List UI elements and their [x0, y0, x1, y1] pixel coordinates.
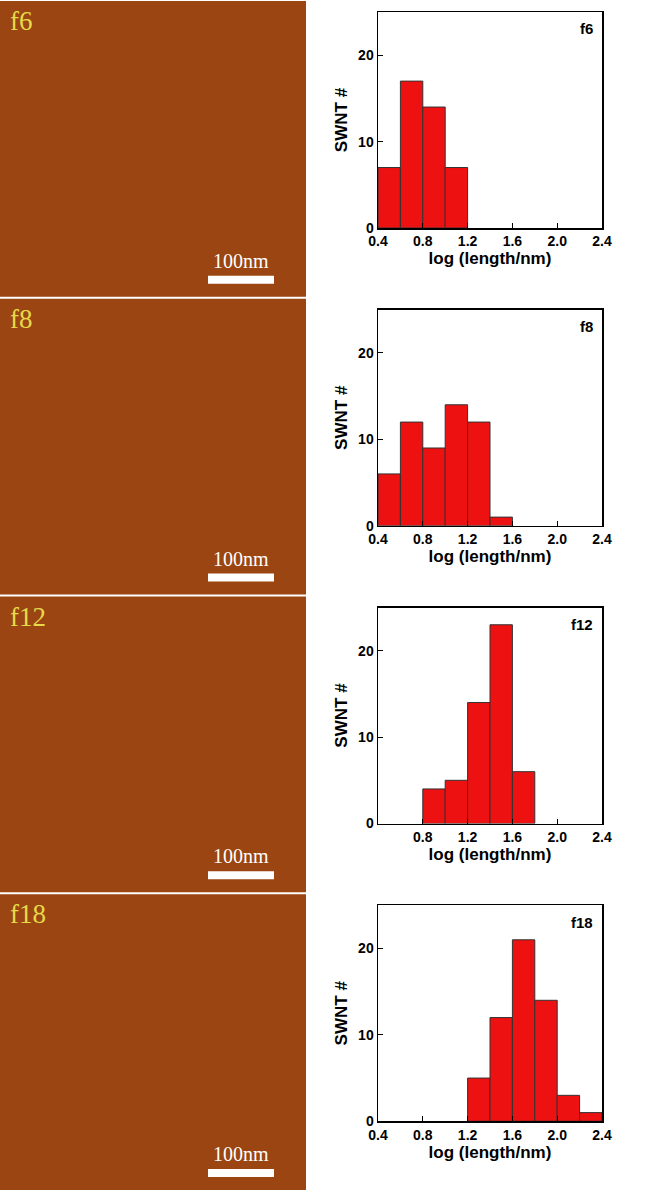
svg-text:0.4: 0.4 — [368, 1127, 388, 1143]
svg-text:SWNT #: SWNT # — [332, 385, 351, 450]
svg-text:20: 20 — [358, 643, 374, 659]
svg-text:2.0: 2.0 — [547, 1127, 567, 1143]
svg-text:10: 10 — [358, 431, 374, 447]
svg-text:100nm: 100nm — [213, 250, 269, 272]
svg-text:2.0: 2.0 — [547, 233, 567, 249]
svg-text:log (length/nm): log (length/nm) — [429, 1143, 552, 1162]
svg-text:f6: f6 — [10, 6, 33, 36]
svg-text:0: 0 — [366, 220, 374, 236]
svg-text:f18: f18 — [10, 899, 46, 929]
svg-text:SWNT #: SWNT # — [332, 683, 351, 748]
svg-text:0.8: 0.8 — [413, 1127, 433, 1143]
svg-text:f12: f12 — [10, 602, 46, 632]
svg-text:0.8: 0.8 — [413, 531, 433, 547]
svg-text:f8: f8 — [10, 304, 33, 334]
svg-text:10: 10 — [358, 1027, 374, 1043]
svg-text:1.2: 1.2 — [458, 233, 478, 249]
svg-text:log (length/nm): log (length/nm) — [429, 845, 552, 864]
svg-text:2.4: 2.4 — [592, 829, 612, 845]
svg-text:1.2: 1.2 — [458, 1127, 478, 1143]
svg-text:0: 0 — [366, 1113, 374, 1129]
svg-text:0.4: 0.4 — [368, 531, 388, 547]
svg-text:SWNT #: SWNT # — [332, 981, 351, 1046]
svg-text:SWNT #: SWNT # — [332, 87, 351, 152]
svg-text:100nm: 100nm — [213, 548, 269, 570]
svg-text:2.4: 2.4 — [592, 1127, 612, 1143]
svg-text:2.0: 2.0 — [547, 531, 567, 547]
svg-text:0: 0 — [366, 518, 374, 534]
svg-text:100nm: 100nm — [213, 845, 269, 867]
svg-text:2.4: 2.4 — [592, 233, 612, 249]
svg-text:f12: f12 — [571, 616, 593, 633]
svg-text:20: 20 — [358, 47, 374, 63]
svg-text:f6: f6 — [580, 20, 593, 37]
svg-text:100nm: 100nm — [213, 1143, 269, 1165]
svg-text:2.0: 2.0 — [547, 829, 567, 845]
svg-text:0.8: 0.8 — [413, 829, 433, 845]
svg-text:1.6: 1.6 — [503, 233, 523, 249]
svg-text:20: 20 — [358, 345, 374, 361]
svg-text:log (length/nm): log (length/nm) — [429, 249, 552, 268]
svg-text:20: 20 — [358, 940, 374, 956]
svg-text:f18: f18 — [571, 914, 593, 931]
svg-text:0.8: 0.8 — [413, 233, 433, 249]
svg-text:1.2: 1.2 — [458, 531, 478, 547]
svg-text:10: 10 — [358, 134, 374, 150]
svg-text:1.6: 1.6 — [503, 829, 523, 845]
svg-text:0.4: 0.4 — [368, 233, 388, 249]
svg-text:1.6: 1.6 — [503, 1127, 523, 1143]
svg-text:10: 10 — [358, 729, 374, 745]
svg-text:f8: f8 — [580, 318, 593, 335]
svg-text:log (length/nm): log (length/nm) — [429, 547, 552, 566]
svg-text:0: 0 — [366, 815, 374, 831]
svg-text:2.4: 2.4 — [592, 531, 612, 547]
svg-text:1.6: 1.6 — [503, 531, 523, 547]
svg-text:1.2: 1.2 — [458, 829, 478, 845]
